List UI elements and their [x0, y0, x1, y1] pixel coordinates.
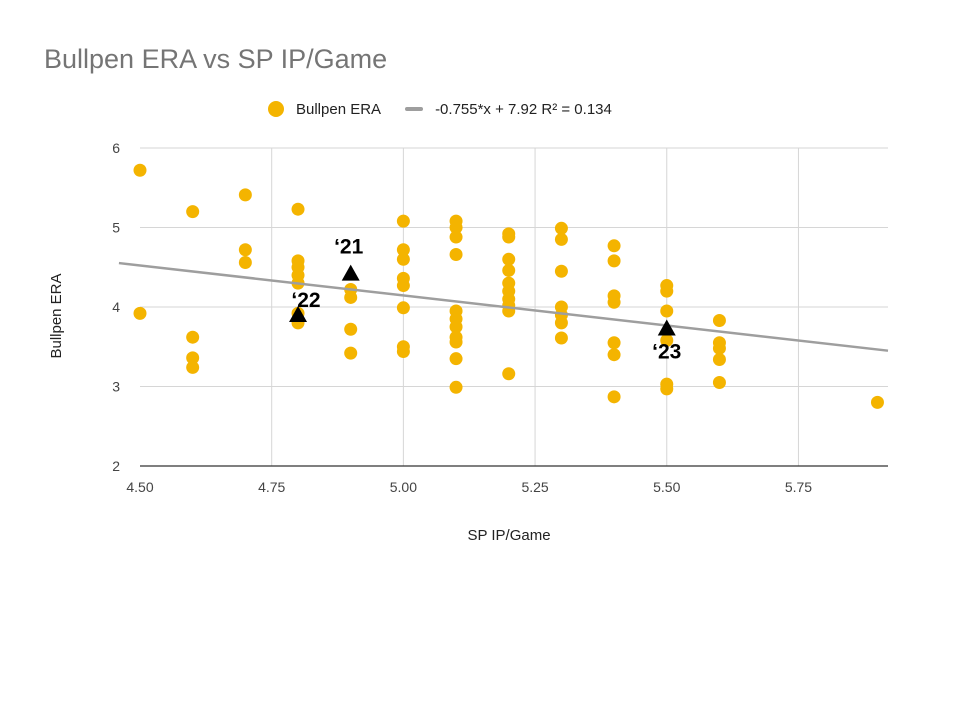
- data-point: [186, 205, 200, 219]
- x-tick-label: 5.75: [785, 479, 812, 495]
- legend: Bullpen ERA -0.755*x + 7.92 R² = 0.134: [268, 98, 612, 120]
- legend-trendline-marker: [405, 107, 424, 111]
- data-point: [186, 351, 200, 365]
- legend-scatter-marker: [268, 101, 284, 117]
- data-point: [607, 254, 621, 268]
- data-point: [554, 232, 568, 246]
- y-tick-label: 4: [112, 299, 120, 315]
- data-point: [449, 248, 463, 262]
- data-point: [554, 316, 568, 330]
- data-point: [712, 376, 726, 390]
- data-point: [238, 188, 252, 202]
- trendline: [118, 261, 889, 352]
- y-axis-label: Bullpen ERA: [48, 273, 65, 358]
- data-point: [660, 333, 674, 347]
- chart-title: Bullpen ERA vs SP IP/Game: [44, 44, 388, 74]
- data-point: [396, 345, 410, 359]
- data-point: [186, 360, 200, 374]
- y-tick-label: 6: [112, 140, 120, 156]
- data-point: [607, 348, 621, 362]
- data-point: [712, 314, 726, 328]
- data-point: [396, 252, 410, 266]
- data-point: [502, 367, 516, 381]
- x-tick-label: 4.75: [258, 479, 285, 495]
- data-point: [449, 320, 463, 334]
- data-point: [133, 306, 147, 320]
- data-point: [238, 243, 252, 257]
- data-point: [396, 301, 410, 315]
- data-point: [502, 252, 516, 266]
- data-point: [712, 352, 726, 366]
- data-point: [502, 263, 516, 277]
- data-point: [607, 390, 621, 404]
- data-point: [554, 264, 568, 278]
- y-tick-label: 2: [112, 458, 120, 474]
- season-annotation-label: ‘22: [291, 289, 320, 312]
- data-point: [607, 295, 621, 309]
- data-point: [344, 322, 358, 336]
- season-marker-triangle: [289, 305, 308, 322]
- data-point: [344, 290, 358, 304]
- data-point: [660, 284, 674, 298]
- data-point: [291, 202, 305, 216]
- data-point: [449, 335, 463, 349]
- data-point: [607, 239, 621, 253]
- y-tick-label: 5: [112, 220, 120, 236]
- data-point: [660, 382, 674, 396]
- x-tick-label: 5.00: [390, 479, 417, 495]
- data-point: [186, 330, 200, 344]
- season-annotation-label: ‘23: [652, 340, 681, 363]
- data-point: [396, 279, 410, 293]
- data-point: [870, 395, 884, 409]
- data-point: [449, 352, 463, 366]
- season-marker-triangle: [341, 264, 360, 281]
- season-marker-triangle: [657, 319, 676, 336]
- x-tick-label: 5.50: [653, 479, 680, 495]
- data-points: [133, 163, 884, 409]
- data-point: [449, 221, 463, 234]
- trendline-layer: [118, 261, 889, 352]
- data-point: [133, 163, 147, 177]
- data-point: [554, 221, 568, 235]
- season-annotation-label: ‘21: [334, 236, 364, 259]
- x-tick-label: 4.50: [126, 479, 153, 495]
- data-point: [712, 341, 726, 355]
- tick-labels: 2 3 4 5 6 4.50 4.75 5.00 5.25 5.50 5.75: [112, 140, 812, 495]
- annotations: ‘21 ‘22 ‘23: [289, 236, 681, 363]
- data-point: [396, 243, 410, 257]
- data-point: [449, 380, 463, 394]
- x-axis-label: SP IP/Game: [467, 527, 550, 544]
- data-point: [344, 346, 358, 360]
- data-point: [607, 336, 621, 350]
- data-point: [396, 214, 410, 228]
- data-point: [554, 331, 568, 345]
- data-point: [238, 255, 252, 269]
- grid: [140, 147, 888, 467]
- legend-scatter-label: Bullpen ERA: [296, 100, 382, 118]
- data-point: [660, 304, 674, 318]
- y-tick-label: 3: [112, 379, 120, 395]
- legend-trendline-label: -0.755*x + 7.92 R² = 0.134: [435, 100, 612, 118]
- data-point: [449, 230, 463, 244]
- data-point: [502, 230, 516, 244]
- x-tick-label: 5.25: [521, 479, 548, 495]
